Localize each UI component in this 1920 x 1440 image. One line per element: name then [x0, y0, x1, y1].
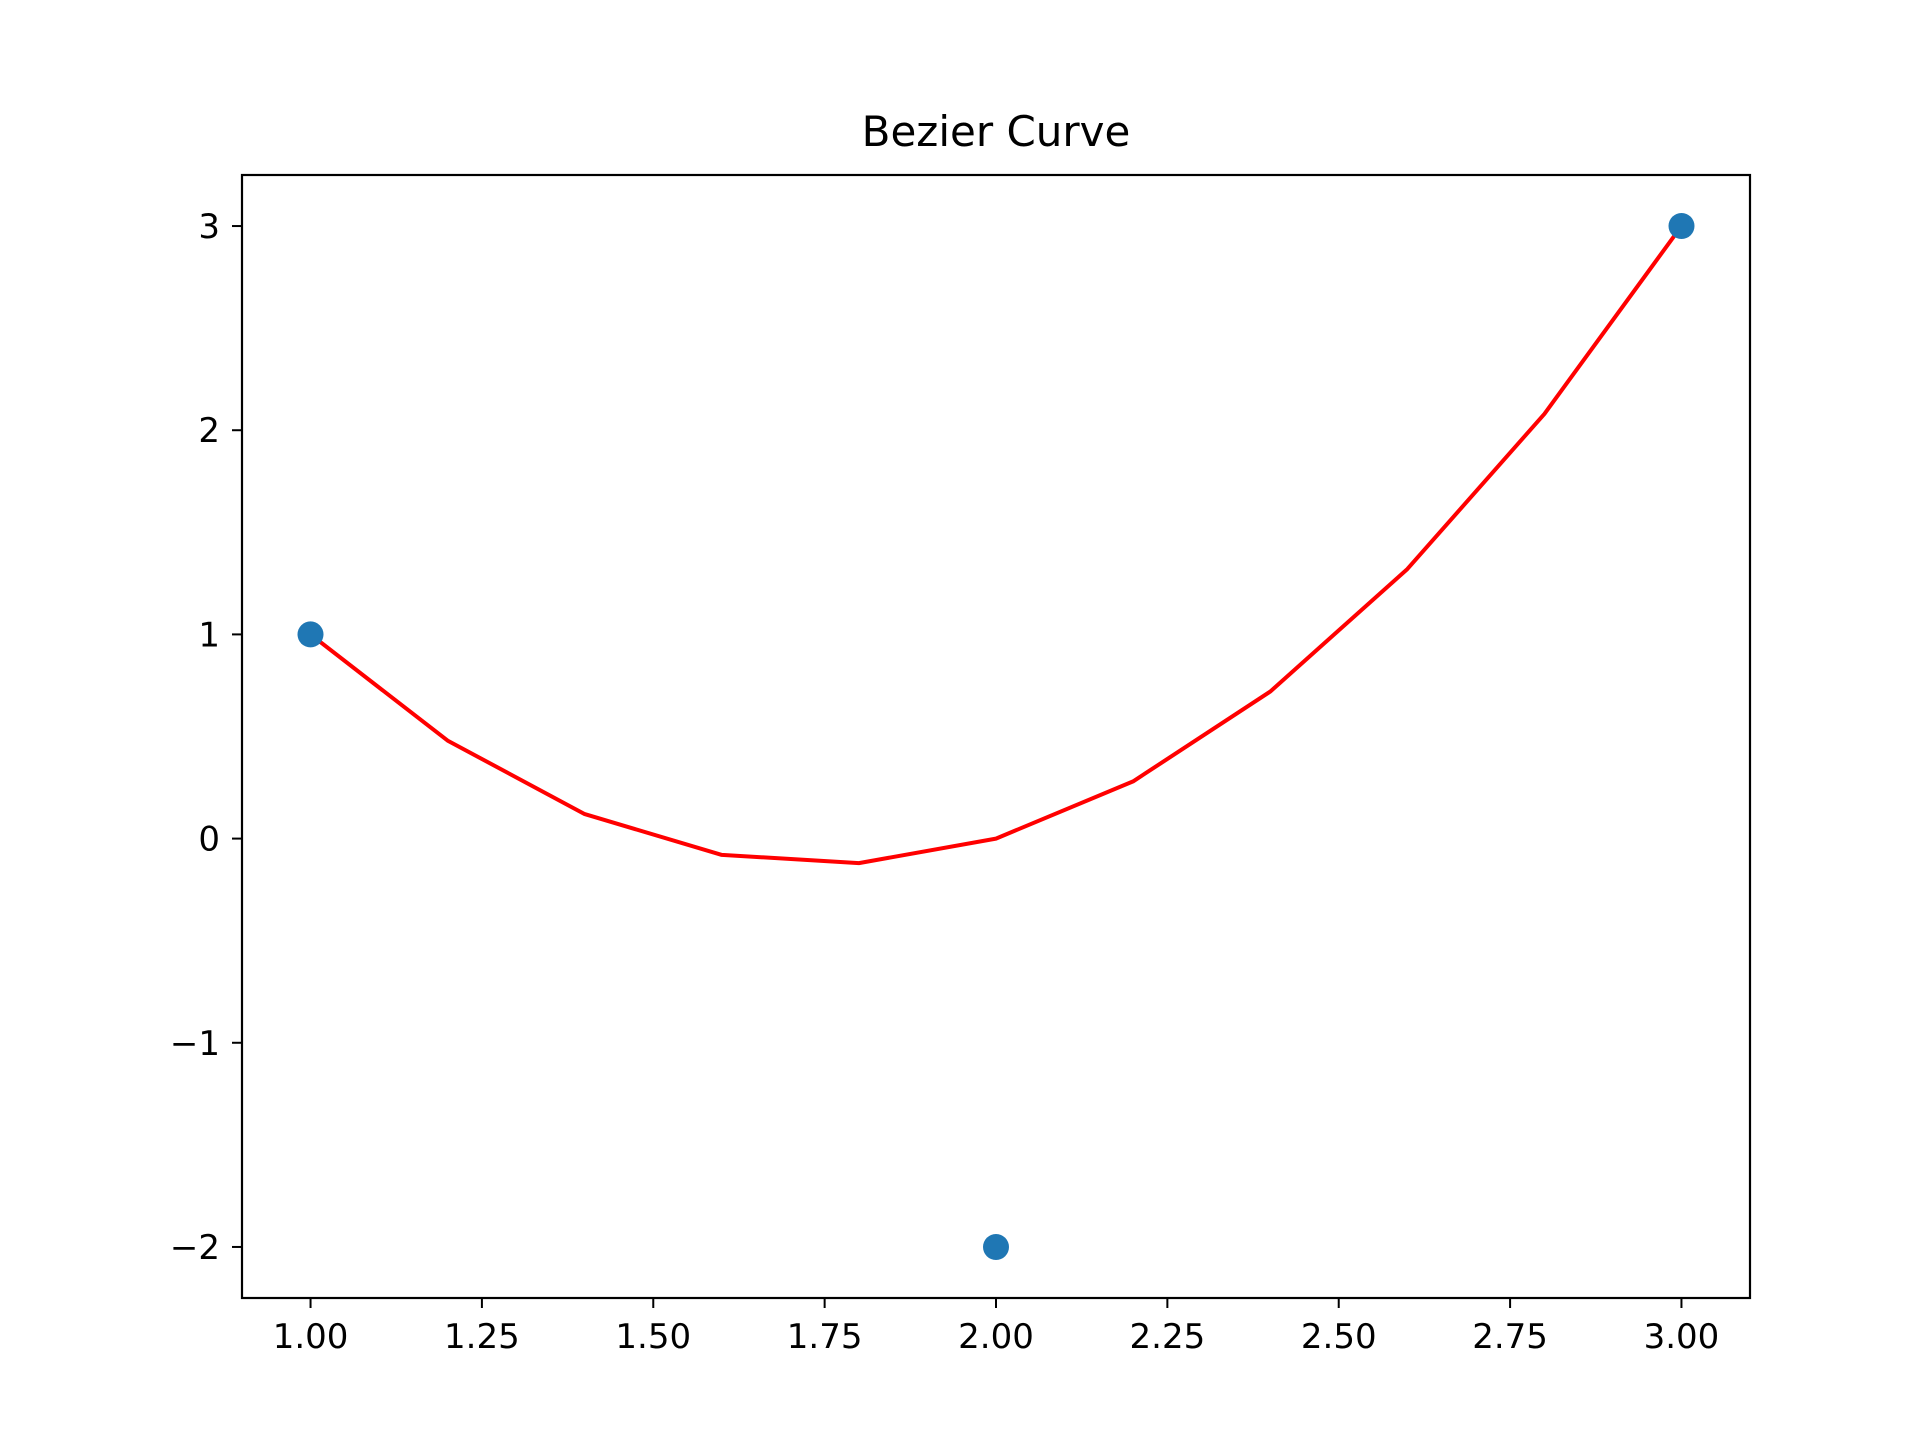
x-axis: 1.00 1.25 1.50 1.75 2.00 2.25 2.50 2.75 3.00	[273, 1298, 1720, 1357]
data-point-1	[983, 1234, 1009, 1260]
x-tick-label: 1.00	[273, 1317, 349, 1357]
y-tick-label: 0	[198, 820, 220, 860]
x-tick-label: 1.25	[444, 1317, 520, 1357]
data-point-0	[297, 621, 324, 648]
y-axis: −2 −1 0 1 2 3	[170, 207, 242, 1268]
x-tick-label: 3.00	[1644, 1317, 1720, 1357]
chart-title: Bezier Curve	[862, 107, 1131, 156]
x-tick-label: 2.00	[958, 1317, 1034, 1357]
x-tick-label: 1.75	[787, 1317, 863, 1357]
x-tick-label: 1.50	[615, 1317, 691, 1357]
y-tick-label: −1	[170, 1024, 220, 1064]
y-tick-label: 2	[198, 411, 220, 451]
y-tick-label: 3	[198, 207, 220, 247]
x-tick-label: 2.25	[1130, 1317, 1206, 1357]
y-tick-label: −2	[170, 1228, 220, 1268]
data-point-2	[1668, 213, 1695, 239]
x-tick-label: 2.50	[1301, 1317, 1377, 1357]
plot-area	[297, 213, 1695, 1260]
x-tick-label: 2.75	[1472, 1317, 1548, 1357]
y-tick-label: 1	[198, 615, 220, 655]
series-line-0	[307, 223, 1685, 866]
